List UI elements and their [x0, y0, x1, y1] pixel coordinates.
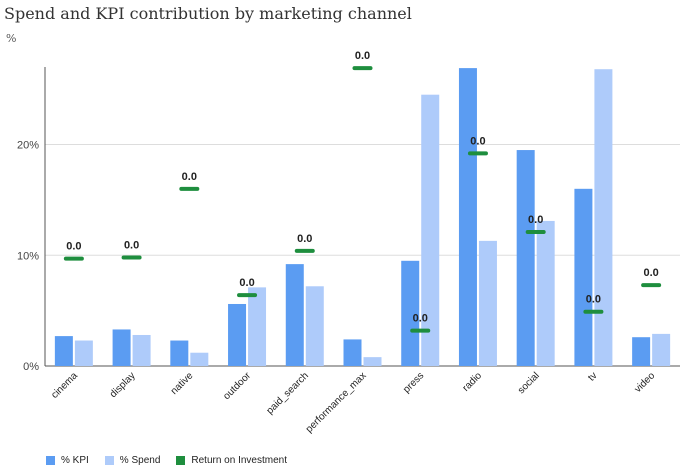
x-tick-label: outdoor: [221, 370, 253, 402]
legend-item-roi: Return on Investment: [176, 455, 287, 466]
bar-kpi-social: [516, 150, 535, 366]
x-tick-label: display: [108, 370, 138, 400]
x-tick-label: social: [516, 370, 542, 396]
bar-kpi-radio: [458, 68, 477, 366]
roi-marker-cinema: [63, 256, 84, 261]
bar-spend-press: [421, 94, 440, 367]
y-tick-label: 0%: [23, 361, 39, 373]
bar-kpi-tv: [574, 188, 593, 366]
legend-swatch-kpi: [46, 456, 55, 465]
bar-kpi-cinema: [54, 336, 73, 366]
roi-marker-display: [121, 255, 142, 260]
bar-spend-performance_max: [363, 357, 382, 366]
y-tick-label: 20%: [17, 140, 39, 152]
bar-kpi-outdoor: [228, 303, 247, 366]
bar-kpi-native: [170, 340, 189, 366]
x-tick-label: video: [633, 370, 658, 395]
roi-marker-press: [410, 328, 431, 333]
roi-marker-tv: [583, 309, 604, 314]
bar-spend-video: [652, 333, 671, 366]
bar-spend-tv: [594, 69, 613, 366]
roi-label-press: 0.0: [413, 313, 428, 325]
legend-label-spend: % Spend: [119, 455, 161, 466]
bar-spend-cinema: [74, 340, 93, 366]
roi-label-performance_max: 0.0: [355, 50, 370, 62]
x-tick-label: radio: [461, 370, 485, 394]
legend-item-kpi: % KPI: [46, 455, 89, 466]
x-tick-label: performance_max: [304, 370, 369, 435]
roi-marker-native: [179, 186, 200, 191]
bar-spend-outdoor: [248, 287, 267, 366]
chart-legend: % KPI % Spend Return on Investment: [46, 455, 303, 466]
roi-label-cinema: 0.0: [66, 241, 81, 253]
legend-swatch-roi: [176, 456, 186, 465]
roi-label-video: 0.0: [643, 267, 658, 279]
y-unit-label: %: [6, 32, 17, 45]
legend-swatch-spend: [104, 456, 114, 465]
roi-label-social: 0.0: [528, 214, 543, 226]
legend-label-kpi: % KPI: [61, 455, 89, 466]
roi-marker-video: [641, 283, 662, 288]
y-tick-label: 10%: [17, 250, 39, 262]
bar-spend-native: [190, 352, 209, 366]
roi-marker-radio: [467, 151, 488, 156]
roi-label-outdoor: 0.0: [239, 277, 254, 289]
bar-kpi-paid_search: [285, 264, 304, 366]
bar-kpi-performance_max: [343, 339, 362, 366]
bar-kpi-press: [401, 260, 420, 366]
bar-kpi-video: [632, 337, 651, 366]
roi-label-tv: 0.0: [586, 294, 601, 306]
chart-title: Spend and KPI contribution by marketing …: [4, 4, 412, 23]
bar-spend-radio: [478, 240, 497, 366]
x-tick-label: paid_search: [265, 370, 311, 416]
x-tick-label: tv: [586, 370, 599, 383]
bar-spend-display: [132, 334, 151, 366]
roi-label-native: 0.0: [182, 171, 197, 183]
roi-marker-social: [525, 230, 546, 235]
roi-label-paid_search: 0.0: [297, 233, 312, 245]
bar-kpi-display: [112, 329, 131, 366]
roi-marker-paid_search: [294, 248, 315, 253]
x-tick-label: press: [401, 370, 426, 395]
roi-label-radio: 0.0: [470, 135, 485, 147]
x-tick-label: native: [169, 370, 196, 397]
legend-label-roi: Return on Investment: [191, 455, 287, 466]
bar-spend-paid_search: [305, 286, 324, 366]
roi-marker-outdoor: [237, 293, 258, 298]
x-tick-label: cinema: [49, 370, 80, 401]
bar-spend-social: [536, 220, 555, 366]
roi-label-display: 0.0: [124, 239, 139, 251]
legend-item-spend: % Spend: [104, 455, 161, 466]
roi-marker-performance_max: [352, 66, 373, 71]
